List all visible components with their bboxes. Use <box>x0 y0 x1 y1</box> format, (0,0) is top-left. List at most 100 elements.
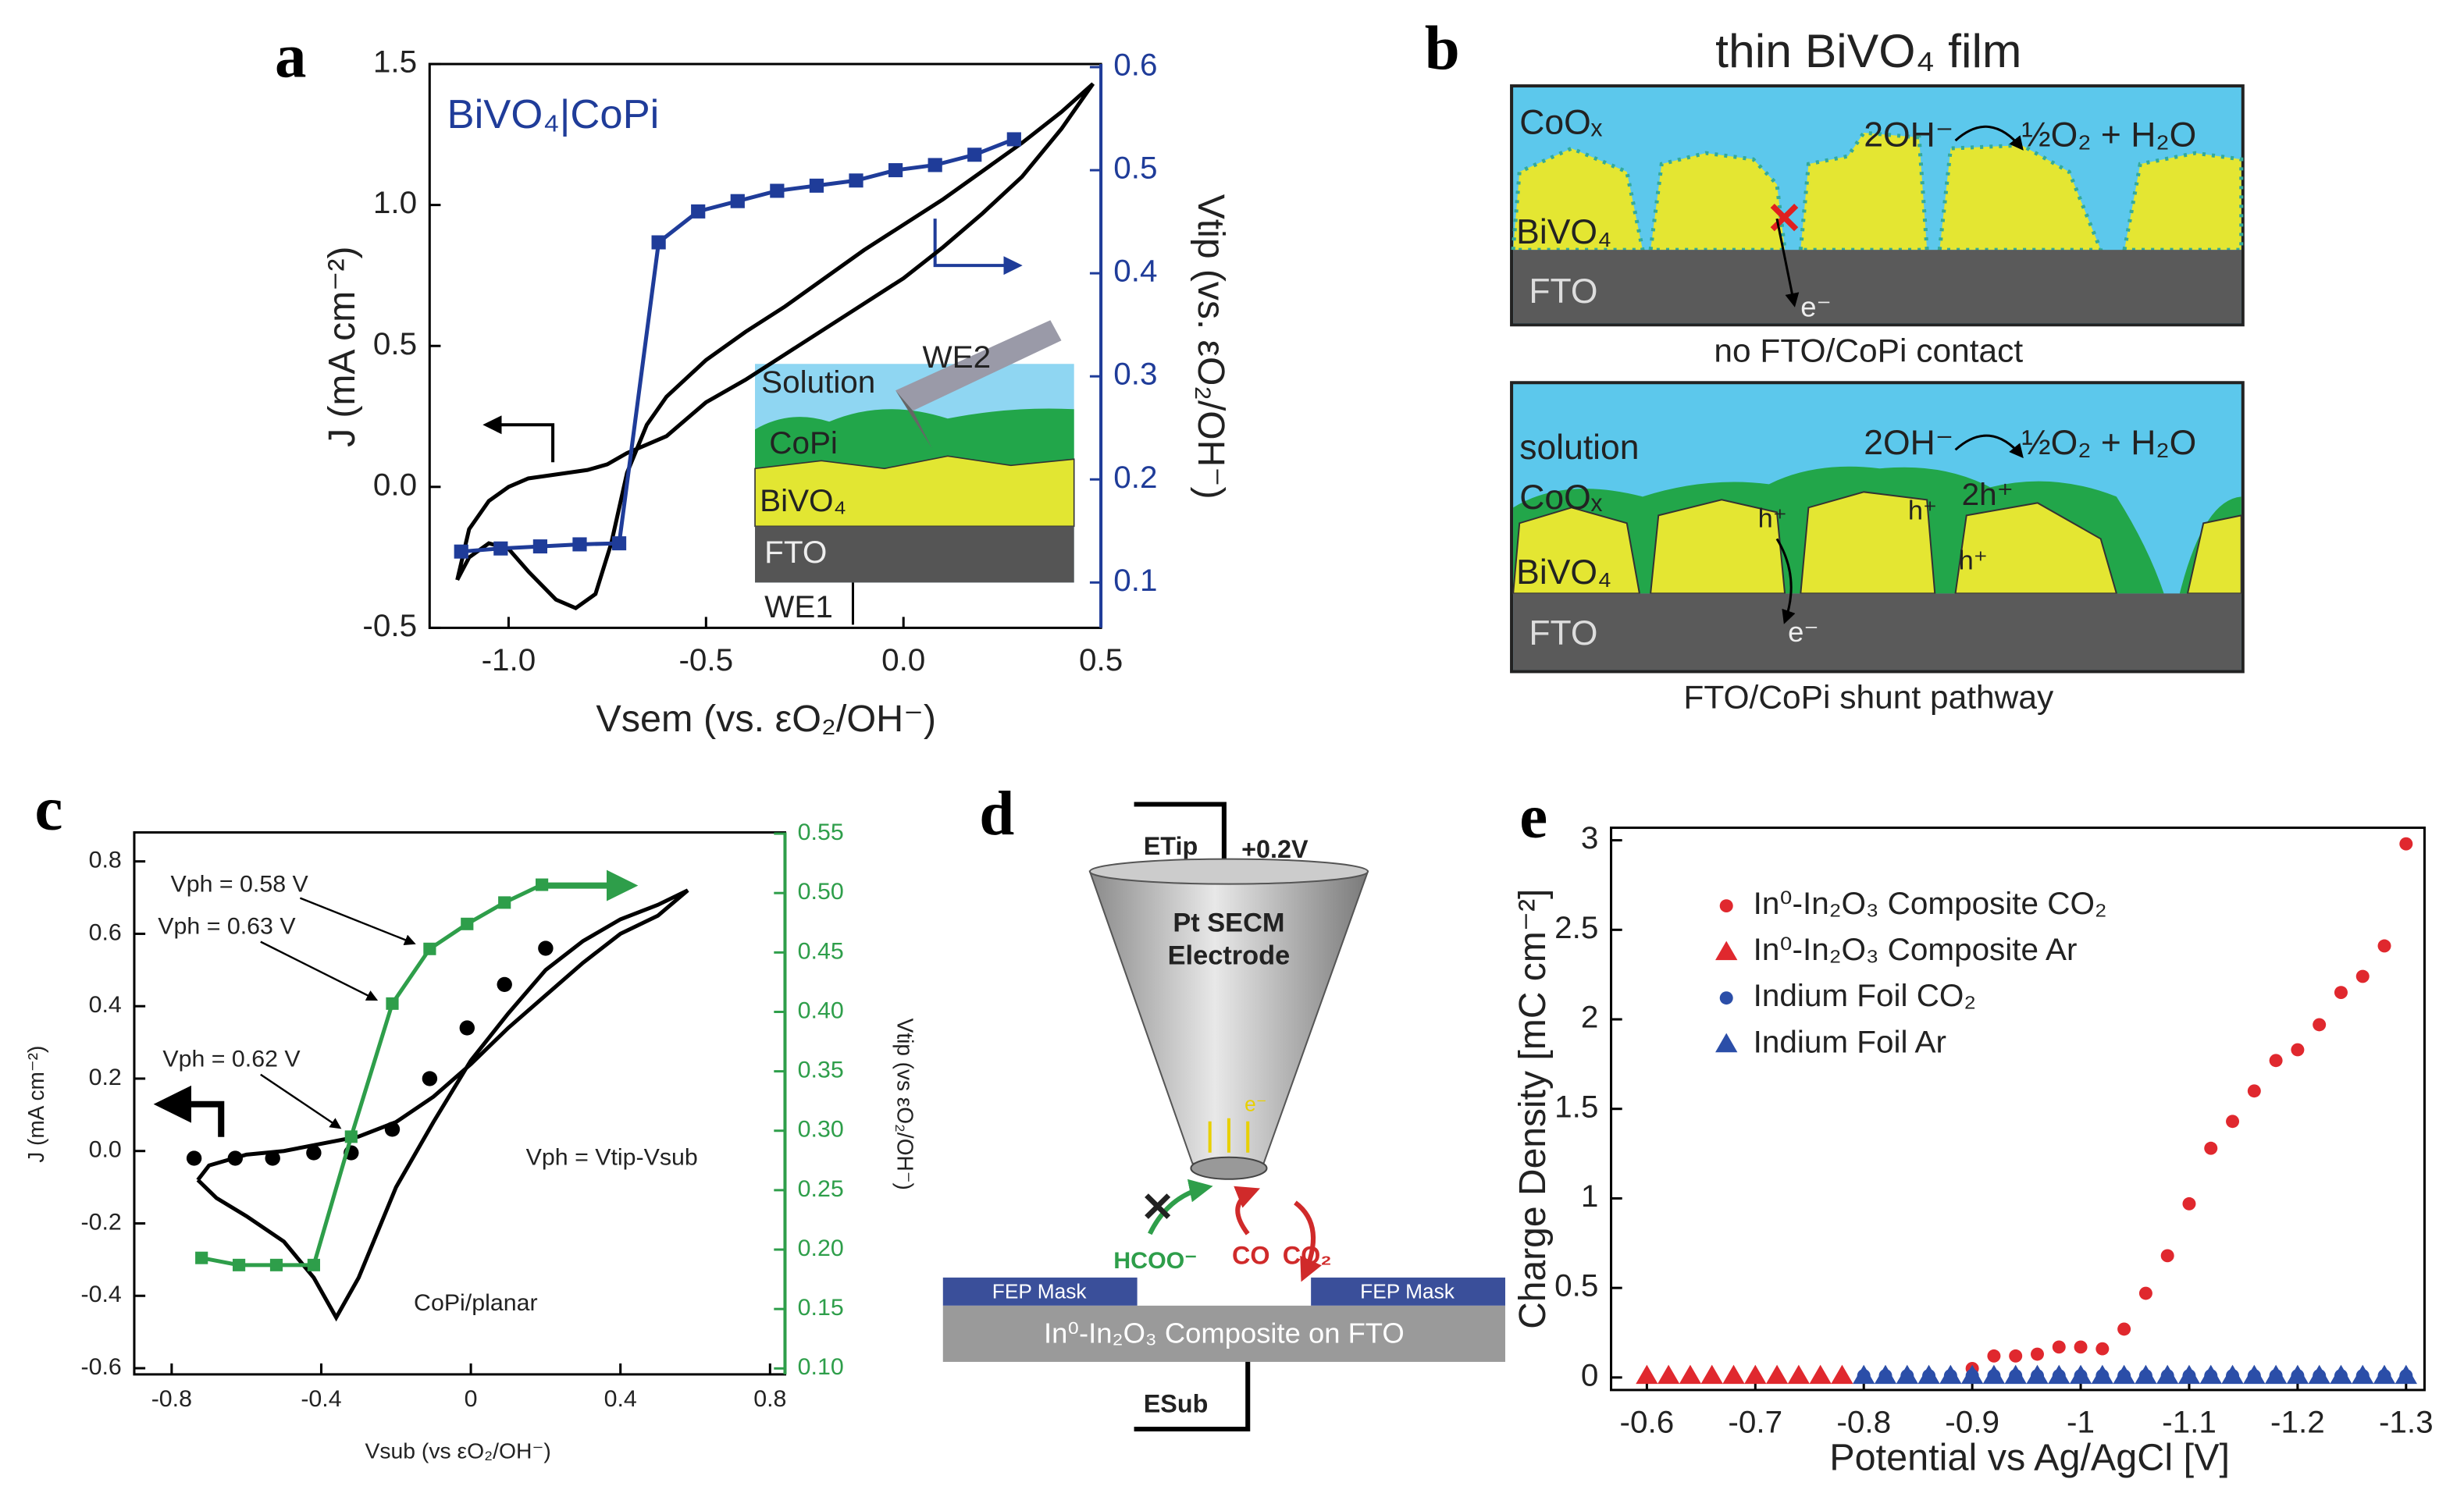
annotation-arrow <box>299 897 416 946</box>
marker <box>2269 1054 2283 1068</box>
x-tick-label: -0.8 <box>1836 1405 1891 1440</box>
x-tick-label: 0 <box>465 1386 478 1412</box>
axis-arrow <box>153 1085 225 1137</box>
blocked-mark: ✕ <box>1141 1186 1175 1231</box>
y-tick-label: 2 <box>1581 1000 1599 1035</box>
label: Pt SECM <box>1173 908 1284 938</box>
marker <box>2135 1364 2157 1385</box>
label: e⁻ <box>1244 1093 1266 1116</box>
y2-tick-label: 0.50 <box>798 879 844 905</box>
marker <box>493 541 508 556</box>
marker <box>2004 1364 2027 1385</box>
marker <box>849 173 863 188</box>
y2-tick-label: 0.55 <box>798 820 844 845</box>
label: ESub <box>1144 1390 1209 1418</box>
marker <box>730 194 745 208</box>
x-axis-label: Potential vs Ag/AgCl [V] <box>1829 1437 2230 1479</box>
series-line <box>196 888 689 1322</box>
label: FEP Mask <box>992 1280 1088 1303</box>
label: CO <box>1232 1241 1270 1269</box>
marker <box>1744 1364 1767 1385</box>
marker <box>2026 1364 2049 1385</box>
x-tick-label: -0.8 <box>151 1386 192 1412</box>
label: 2h⁺ <box>1962 477 2014 512</box>
y2-tick-label: 0.35 <box>798 1058 844 1083</box>
marker <box>1874 1364 1897 1385</box>
blocked-mark: ✕ <box>1766 194 1803 243</box>
marker <box>186 1150 202 1166</box>
annotation: BiVO₄ <box>760 483 846 518</box>
label: e⁻ <box>1800 291 1831 323</box>
label: e⁻ <box>1788 616 1818 648</box>
marker <box>888 163 903 178</box>
panel-d: d ETip +0.2V Pt SECM Electrode e⁻ ✕ HCOO… <box>942 779 1505 1431</box>
label: CO₂ <box>1283 1241 1332 1269</box>
y2-tick-label: 0.45 <box>798 938 844 964</box>
marker <box>928 158 942 172</box>
marker <box>2204 1141 2218 1155</box>
label: BiVO₄ <box>1516 553 1611 592</box>
reaction-arrow <box>1954 125 2024 151</box>
y-tick-label: -0.5 <box>362 608 417 643</box>
annotation: WE1 <box>764 589 833 624</box>
marker <box>227 1150 244 1166</box>
y2-tick-label: 0.2 <box>1113 460 1157 495</box>
x-tick-label: -0.7 <box>1728 1405 1782 1440</box>
hole-arrow <box>1775 538 1796 624</box>
label: BiVO₄ <box>1516 213 1611 251</box>
marker <box>384 1122 401 1137</box>
panel-a-inset: BiVO₄|CoPi Solution CoPi BiVO₄ FTO WE2 W… <box>447 92 1075 625</box>
marker <box>2286 1364 2309 1385</box>
marker <box>2291 1043 2305 1057</box>
x-tick-label: 0.5 <box>1079 642 1123 677</box>
label: CoOₓ <box>1519 478 1603 517</box>
marker <box>2199 1364 2222 1385</box>
marker <box>1715 1033 1738 1053</box>
y2-tick-label: 0.25 <box>798 1176 844 1202</box>
label: In⁰-In₂O₃ Composite on FTO <box>1044 1317 1405 1349</box>
x-tick-label: -0.5 <box>678 642 733 677</box>
label: 2OH⁻ <box>1864 116 1953 155</box>
y2-tick-label: 0.1 <box>1113 563 1157 598</box>
marker <box>422 1071 438 1086</box>
x-axis-label: Vsub (vs εO₂/OH⁻) <box>365 1438 551 1463</box>
marker <box>232 1258 246 1271</box>
label: h⁺ <box>1959 546 1988 576</box>
marker <box>1722 1364 1745 1385</box>
electron-arrow <box>1775 218 1800 308</box>
x-tick-label: 0.0 <box>881 642 925 677</box>
marker <box>2113 1364 2135 1385</box>
panel-letter: c <box>35 774 63 844</box>
marker <box>307 1258 320 1271</box>
y2-tick-label: 0.4 <box>1113 254 1157 289</box>
marker <box>461 917 474 930</box>
panel-b: b thin BiVO₄ film ✕ CoOₓ BiVO₄ FTO 2OH⁻ … <box>1425 14 2245 716</box>
marker <box>459 1020 475 1036</box>
y-tick-label: -0.6 <box>80 1354 121 1380</box>
marker <box>536 878 549 891</box>
formate-arrow <box>1148 1179 1213 1236</box>
marker <box>2243 1364 2266 1385</box>
tip-lead <box>1134 802 1227 872</box>
y-tick-label: 1.5 <box>1554 1090 1598 1125</box>
marker <box>1636 1364 1658 1385</box>
marker <box>497 976 512 992</box>
marker <box>2313 1018 2327 1032</box>
marker <box>2373 1364 2396 1385</box>
marker <box>2117 1322 2131 1336</box>
y2-tick-label: 0.20 <box>798 1236 844 1261</box>
marker <box>2048 1364 2071 1385</box>
legend-label: Indium Foil Ar <box>1754 1024 1946 1059</box>
y-tick-label: 0.6 <box>89 919 122 945</box>
annotation: Vph = 0.58 V <box>170 872 308 898</box>
panel-letter: b <box>1425 14 1460 84</box>
y2-tick-label: 0.5 <box>1113 151 1157 186</box>
marker <box>2177 1364 2201 1385</box>
y-tick-label: 1 <box>1581 1179 1599 1214</box>
marker <box>2334 986 2348 1000</box>
y2-tick-label: 0.10 <box>798 1354 844 1380</box>
series-line <box>201 883 543 1268</box>
marker <box>2352 1364 2374 1385</box>
panel-c-annotations: Vph = 0.58 V Vph = 0.63 V Vph = 0.62 V V… <box>153 869 698 1316</box>
annotation: WE2 <box>922 340 991 375</box>
